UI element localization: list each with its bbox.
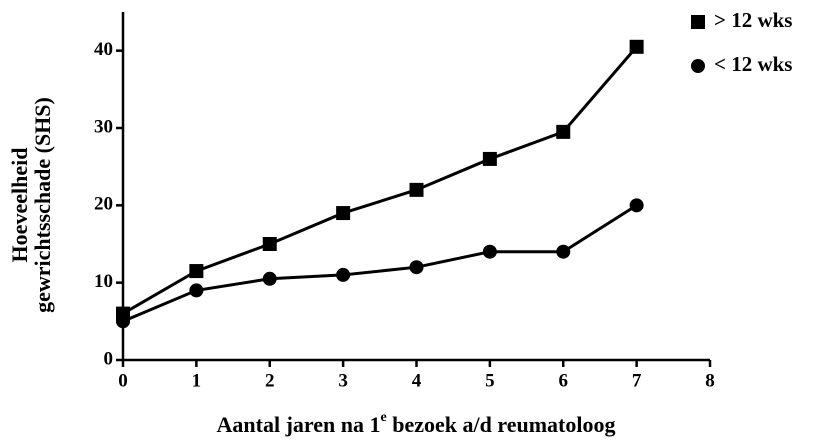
x-tick-label: 1 (192, 370, 202, 391)
y-axis-label-line: gewrichtsschade (SHS) (30, 97, 55, 313)
x-tick-label: 8 (705, 370, 715, 391)
point (189, 264, 204, 279)
point (189, 283, 204, 298)
point (556, 124, 571, 139)
point (409, 182, 424, 197)
series-line (122, 45, 638, 315)
legend-label: > 12 wks (714, 8, 792, 32)
y-axis-label-line: Hoeveelheid (7, 148, 32, 263)
x-axis-label: Aantal jaren na 1e bezoek a/d reumatoloo… (217, 410, 616, 437)
point (262, 271, 277, 286)
y-tick-label: 30 (94, 116, 113, 137)
x-axis-label-sup: e (381, 410, 387, 425)
y-tick-label: 20 (94, 194, 113, 215)
x-axis-label-part: bezoek a/d reumatoloog (387, 412, 616, 437)
y-axis-label: Hoeveelheid gewrichtsschade (SHS) (7, 97, 55, 313)
legend-label: < 12 wks (714, 52, 792, 76)
legend-marker (691, 59, 705, 73)
x-axis-label-part: Aantal jaren na 1 (217, 412, 381, 437)
point (629, 39, 644, 54)
y-tick-label: 0 (104, 348, 114, 369)
x-tick-label: 7 (632, 370, 642, 391)
y-tick-label: 10 (94, 271, 113, 292)
x-tick-label: 2 (265, 370, 275, 391)
point (629, 198, 644, 213)
point (409, 260, 424, 275)
series-line (122, 204, 638, 323)
point (336, 206, 351, 221)
point (556, 244, 571, 259)
x-tick-label: 4 (412, 370, 422, 391)
x-tick-label: 3 (338, 370, 348, 391)
y-tick-label: 40 (94, 39, 113, 60)
point (262, 237, 277, 251)
point (336, 267, 351, 282)
point (482, 244, 497, 259)
x-tick-label: 5 (485, 370, 495, 391)
legend-marker (691, 15, 705, 29)
x-tick-label: 0 (118, 370, 128, 391)
point (482, 151, 497, 166)
x-tick-label: 6 (559, 370, 569, 391)
point (116, 314, 130, 329)
